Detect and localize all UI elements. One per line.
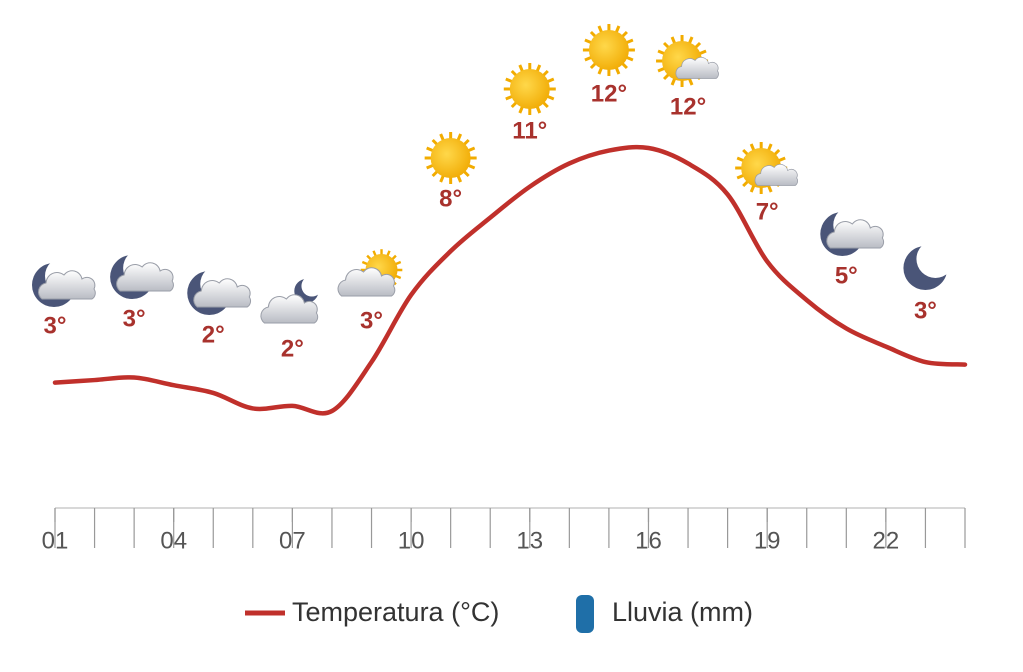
legend-label: Temperatura (°C) bbox=[292, 597, 499, 627]
weather-icon bbox=[110, 249, 173, 299]
legend-label: Lluvia (mm) bbox=[612, 597, 753, 627]
temperature-label: 3° bbox=[360, 307, 383, 334]
weather-icon bbox=[735, 142, 797, 194]
temperature-label: 11° bbox=[512, 117, 547, 144]
temperature-label: 7° bbox=[756, 198, 779, 225]
weather-icon bbox=[338, 249, 402, 296]
weather-icon bbox=[32, 257, 95, 307]
temperature-label: 2° bbox=[202, 321, 225, 348]
temperature-label: 3° bbox=[123, 305, 146, 332]
temperature-label: 5° bbox=[835, 262, 858, 289]
x-tick-label: 10 bbox=[398, 527, 425, 554]
temperature-label: 8° bbox=[439, 185, 462, 212]
x-tick-label: 01 bbox=[42, 527, 69, 554]
legend: Temperatura (°C) Lluvia (mm) bbox=[245, 595, 753, 633]
x-tick-label: 19 bbox=[754, 527, 781, 554]
temperature-label: 12° bbox=[670, 93, 706, 120]
x-tick-label: 04 bbox=[160, 527, 187, 554]
weather-icon bbox=[581, 22, 637, 78]
temperature-line bbox=[52, 144, 968, 416]
weather-icon bbox=[903, 240, 955, 290]
x-tick-label: 16 bbox=[635, 527, 662, 554]
x-tick-label: 07 bbox=[279, 527, 306, 554]
temperature-label: 2° bbox=[281, 335, 304, 362]
legend-swatch bbox=[576, 595, 594, 633]
weather-icon bbox=[502, 61, 558, 117]
weather-icon bbox=[261, 276, 322, 323]
weather-icon bbox=[423, 130, 479, 186]
plot-area: 01 04 07 10 13 16 19 22 3° 3° 2° 2° 3° 8° 11° 12° 12° 7° 5… bbox=[32, 22, 968, 554]
weather-icon bbox=[820, 206, 883, 256]
temperature-label: 3° bbox=[914, 297, 937, 324]
x-tick-label: 13 bbox=[516, 527, 543, 554]
weather-icon bbox=[656, 35, 718, 87]
temperature-label: 3° bbox=[44, 312, 67, 339]
weather-icon bbox=[187, 265, 250, 315]
temperature-label: 12° bbox=[591, 80, 627, 107]
x-tick-label: 22 bbox=[873, 527, 900, 554]
